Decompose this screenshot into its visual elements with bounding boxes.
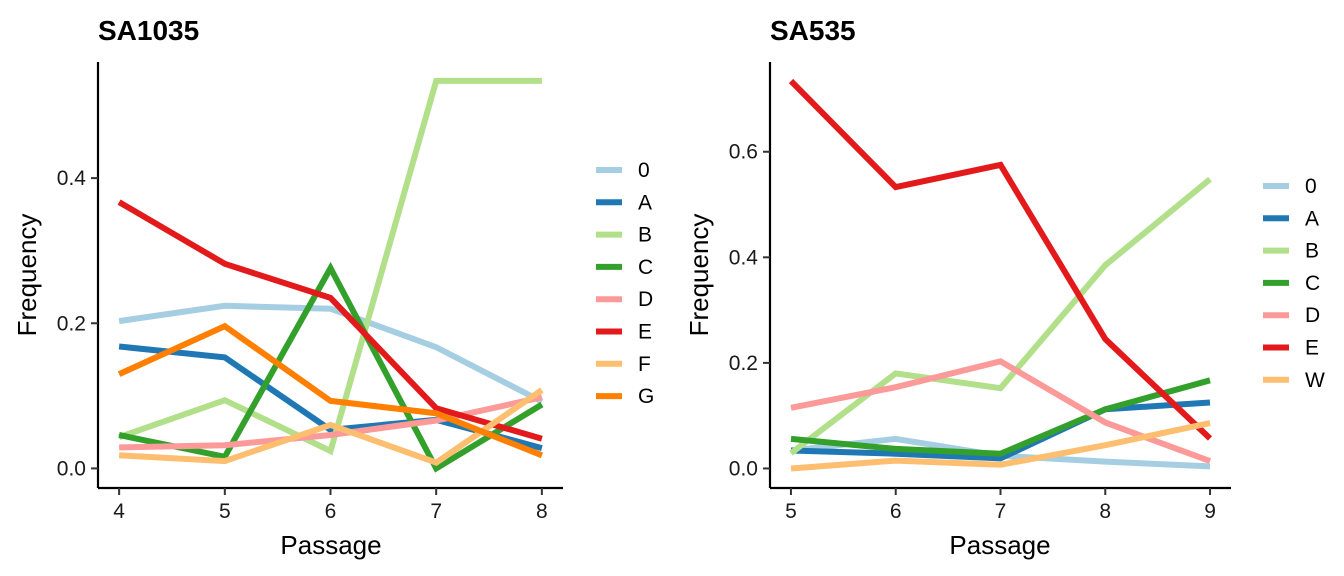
legend-label-G: G [638,385,654,408]
legend-label-W: W [1305,369,1325,392]
legend-label-D: D [638,288,653,311]
series-line-F [118,387,544,466]
legend-label-E: E [638,321,652,344]
legend-label-F: F [638,353,651,376]
x-tick-label: 8 [536,500,548,523]
series-line-B [118,77,542,456]
chart-title: SA535 [770,15,856,46]
y-tick-label: 0.2 [729,352,758,375]
y-tick-label: 0.2 [57,312,86,335]
legend-label-B: B [1305,240,1319,263]
legend-label-D: D [1305,304,1320,327]
y-tick-label: 0.4 [57,167,87,190]
series-line-E [117,199,543,442]
legend-label-C: C [638,256,653,279]
x-tick-label: 8 [1099,500,1111,523]
panel-sa535: SA535 0.0 0.2 0.4 0.6 5 6 7 8 9 Passage Frequency 0 A… [684,15,1325,560]
x-tick-label: 5 [219,500,231,523]
x-tick-label: 7 [430,500,442,523]
series-line-C [790,377,1211,457]
x-axis-title: Passage [280,530,381,560]
y-tick-label: 0.6 [729,141,758,164]
y-tick-label: 0.0 [57,457,86,480]
y-tick-label: 0.0 [729,457,758,480]
legend-label-0: 0 [638,159,650,182]
series-line-W [790,420,1211,472]
series-group [117,77,544,473]
series-group [788,78,1213,472]
x-tick-label: 7 [995,500,1007,523]
legend-label-A: A [1305,207,1319,230]
series-line-B [789,176,1212,456]
y-axis-title: Frequency [12,214,42,337]
legend-label-B: B [638,224,652,247]
legend-label-A: A [638,191,652,214]
x-tick-label: 9 [1204,500,1216,523]
legend-label-E: E [1305,337,1319,360]
x-tick-label: 5 [785,500,797,523]
y-tick-label: 0.4 [729,246,759,269]
x-tick-label: 6 [325,500,337,523]
series-line-E [788,78,1213,441]
legend-label-0: 0 [1305,175,1317,198]
y-axis-title: Frequency [684,214,714,337]
x-tick-label: 6 [890,500,902,523]
chart-title: SA1035 [98,15,199,46]
x-tick-label: 4 [113,500,125,523]
x-axis-title: Passage [949,530,1050,560]
series-line-D [119,394,543,451]
series-line-C [118,261,544,473]
legend-label-C: C [1305,272,1320,295]
panel-sa1035: SA1035 0.0 0.2 0.4 4 5 6 7 8 Passage Frequency 0 ABC… [12,15,654,560]
series-line-0 [118,302,544,405]
series-line-A [790,399,1211,462]
series-line-G [117,322,544,459]
